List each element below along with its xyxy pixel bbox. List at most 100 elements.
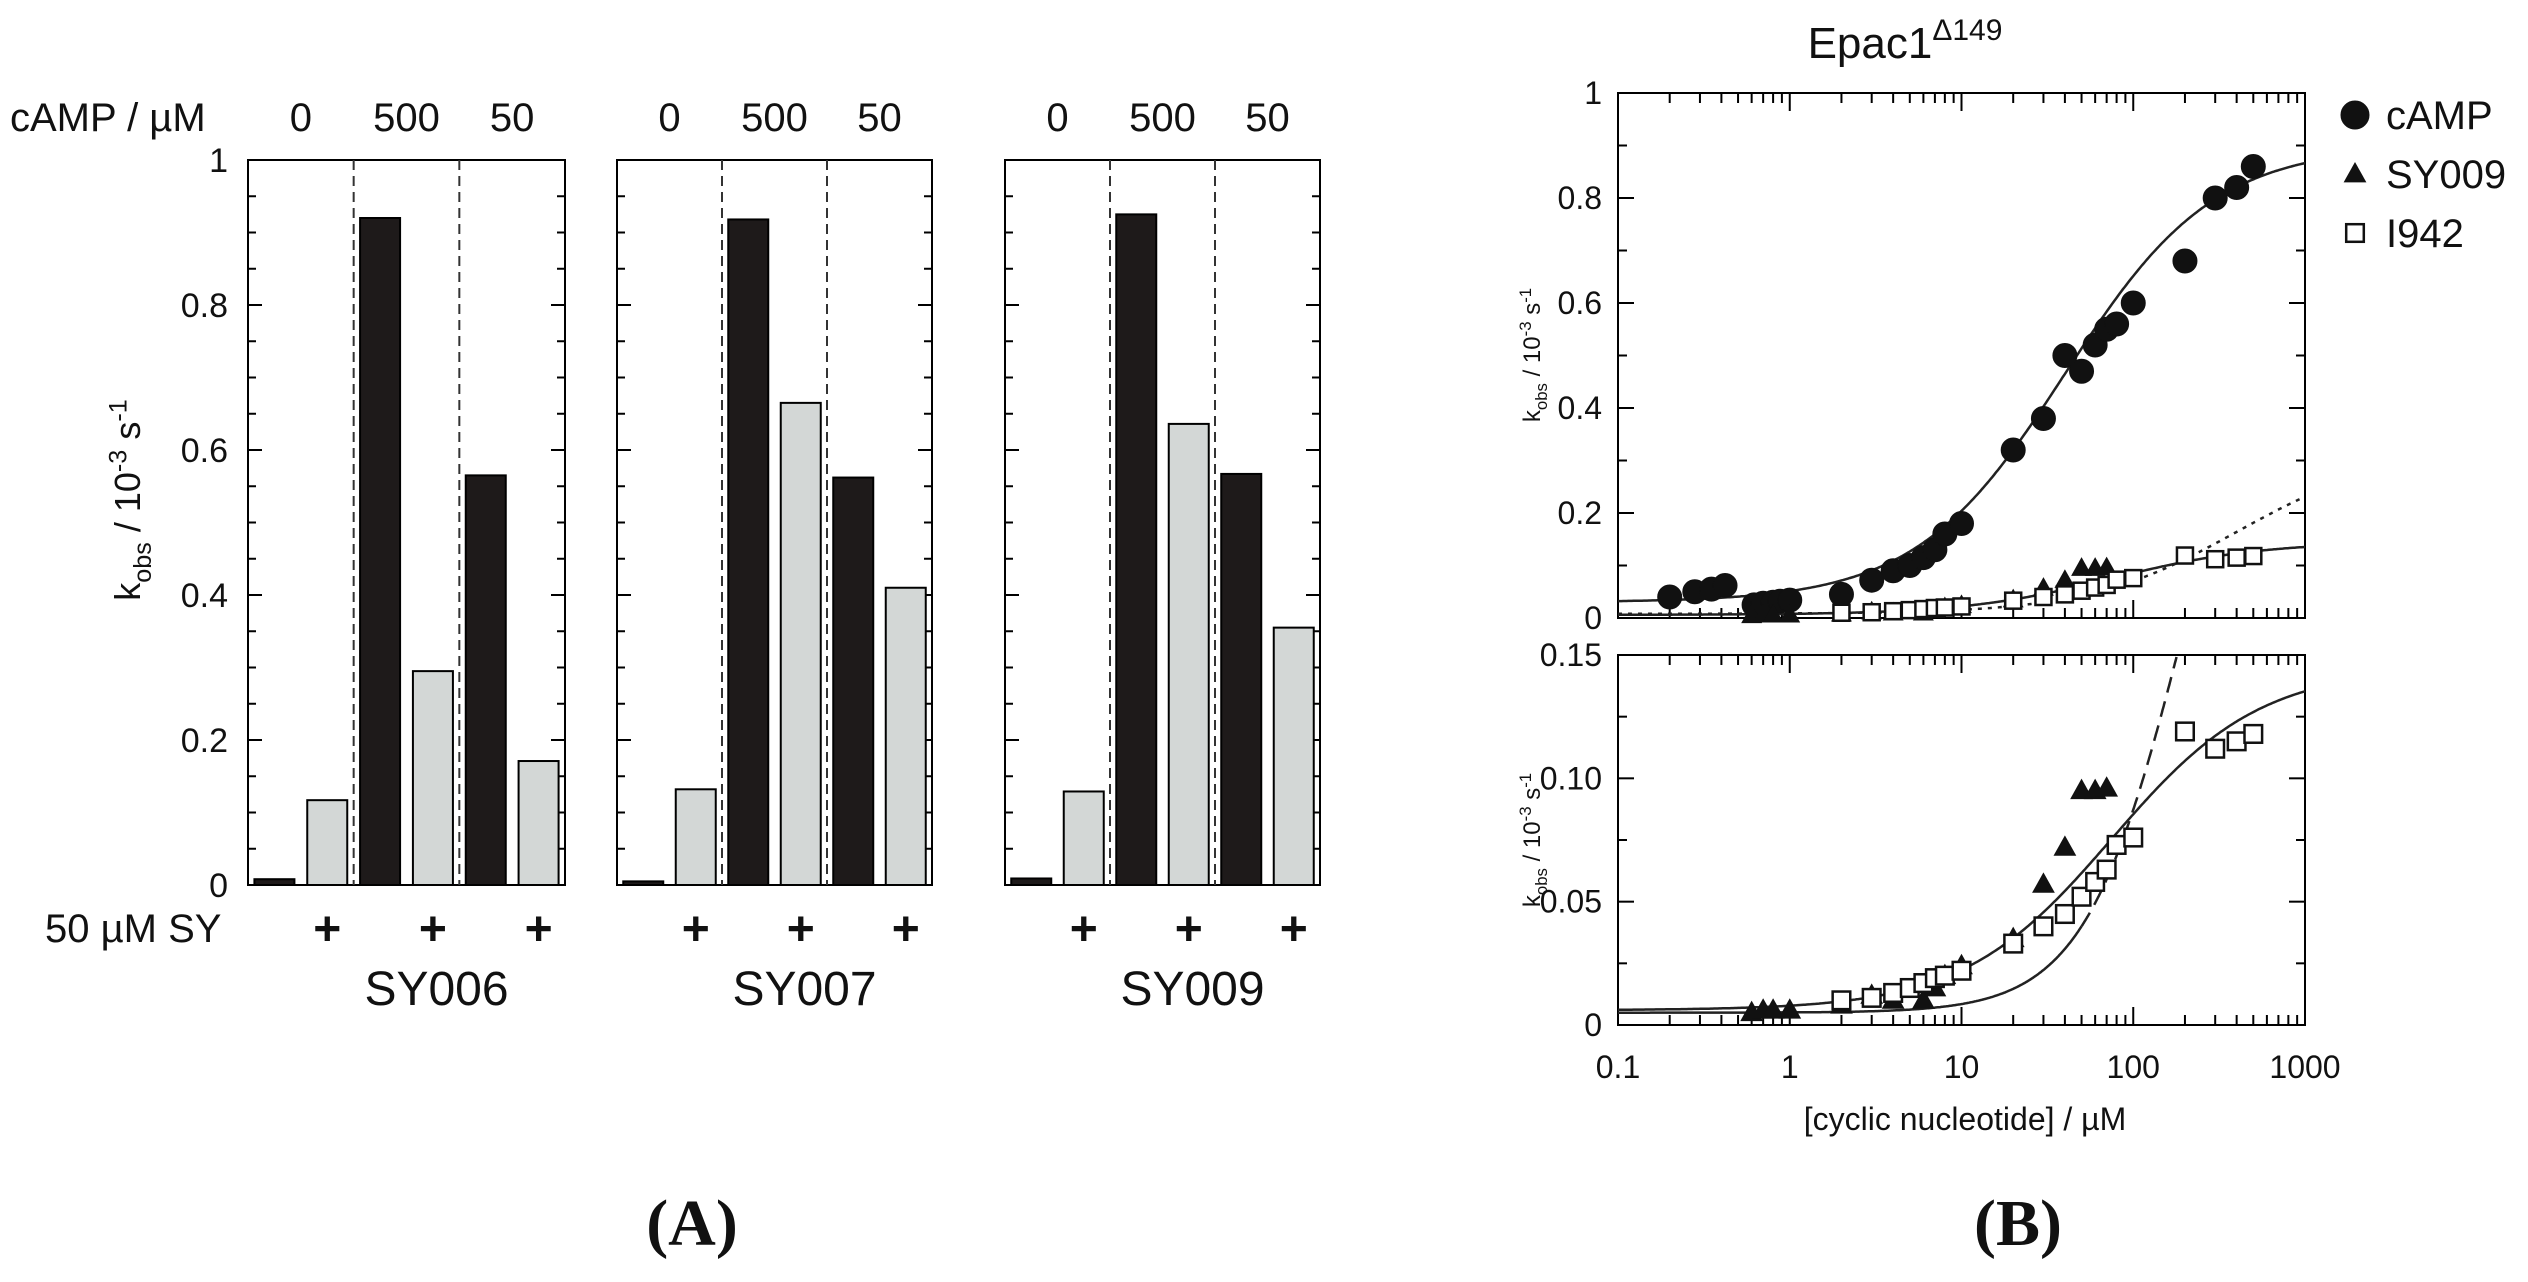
plot-frame-top	[1617, 92, 2306, 619]
bar-camp0_sy	[674, 788, 717, 886]
legend-label-i942: I942	[2386, 212, 2464, 256]
data-point-i942-top	[1832, 603, 1851, 622]
data-point-i942-bottom	[1831, 990, 1852, 1011]
data-point-i942-top	[1862, 602, 1881, 622]
data-point-camp-top	[2052, 343, 2078, 368]
data-point-i942-top	[1952, 597, 1971, 616]
x-tick-label: 0.1	[1596, 1049, 1640, 1085]
camp-level-label: 500	[741, 96, 808, 140]
sy-plus-marker: +	[1070, 903, 1098, 956]
sy-plus-marker: +	[892, 903, 920, 956]
sy-plus-marker: +	[1175, 903, 1203, 956]
y-tick-label-bottom: 0	[1584, 1007, 1602, 1043]
data-point-camp-top	[2000, 437, 2026, 463]
camp-level-label: 0	[290, 96, 312, 140]
legend-label-sy009: SY009	[2386, 153, 2506, 197]
x-tick-label: 1000	[2269, 1049, 2340, 1085]
camp-level-label: 500	[1129, 96, 1196, 140]
data-point-sy009-bottom	[1911, 988, 1935, 1009]
sy-plus-marker: +	[1280, 903, 1308, 956]
panel-label-b: (B)	[1974, 1187, 2062, 1260]
data-point-camp-top	[1859, 567, 1885, 593]
data-point-i942-top	[1935, 598, 1955, 617]
bar-camp50_sy	[884, 586, 927, 886]
sy-plus-marker: +	[525, 903, 553, 956]
group-label-sy006: SY006	[364, 963, 508, 1016]
y-tick-label-a: 0	[209, 867, 228, 905]
data-point-i942-bottom	[2226, 731, 2247, 752]
y-tick-label-a: 1	[209, 142, 228, 180]
x-axis-label: [cyclic nucleotide] / µM	[1804, 1101, 2127, 1137]
group-label-sy009: SY009	[1120, 963, 1264, 1016]
data-point-i942-bottom	[2003, 933, 2024, 954]
x-tick-label: 100	[2107, 1049, 2160, 1085]
data-point-i942-bottom	[1951, 960, 1972, 981]
fit-curve-camp	[1618, 161, 2306, 603]
legend-label-camp: cAMP	[2386, 94, 2493, 138]
bar-camp50_sy	[517, 760, 560, 887]
data-point-sy009-bottom	[2095, 776, 2119, 797]
data-point-camp-top	[2172, 248, 2198, 274]
data-point-camp-top	[1712, 572, 1738, 598]
bar-camp50_ctrl	[464, 474, 507, 886]
y-tick-label-a: 0.6	[181, 432, 228, 470]
y-tick-label-a: 0.8	[181, 287, 228, 325]
bar-camp50_sy	[1272, 626, 1315, 886]
y-tick-label-bottom: 0.10	[1540, 760, 1602, 796]
y-tick-label-top: 0.8	[1558, 180, 1602, 216]
data-point-sy009-top	[2054, 569, 2076, 588]
data-point-i942-top	[2124, 568, 2143, 588]
data-point-camp-top	[2202, 185, 2228, 211]
data-point-i942-top	[1883, 601, 1903, 621]
data-point-i942-top	[2034, 587, 2053, 607]
y-tick-label-top: 0.6	[1558, 285, 1602, 321]
data-point-i942-top	[2244, 546, 2263, 566]
data-point-camp-top	[2030, 406, 2056, 431]
y-tick-label-top: 0.2	[1558, 495, 1602, 531]
data-point-i942-bottom	[1861, 987, 1882, 1008]
camp-level-label: 50	[490, 96, 535, 140]
sy-plus-marker: +	[313, 903, 341, 956]
bar-camp500_sy	[1167, 422, 1210, 886]
data-point-camp-top	[1949, 511, 1974, 536]
data-point-i942-top	[2055, 585, 2075, 604]
data-point-camp-top	[2069, 358, 2095, 384]
data-point-i942-bottom	[2243, 723, 2264, 744]
y-tick-label-bottom: 0.15	[1540, 637, 1602, 673]
bar-camp500_sy	[411, 670, 454, 886]
data-point-i942-bottom	[2054, 903, 2075, 925]
bar-group-sy009: 0 +500 +50 + SY009	[1004, 96, 1321, 1016]
data-point-sy009-bottom	[2053, 835, 2077, 856]
data-point-camp-top	[2120, 290, 2146, 316]
fit-curve-extrapolated-sy009	[2080, 656, 2178, 928]
y-axis-label-bottom: kobs / 10-3 s-1	[1516, 773, 1551, 907]
data-point-i942-bottom	[2071, 886, 2092, 907]
data-point-i942-bottom	[1934, 965, 1955, 986]
y-axis-label-a: kobs / 10-3 s-1	[104, 399, 157, 601]
data-point-i942-top	[2003, 591, 2023, 610]
camp-level-label: 0	[1046, 96, 1068, 140]
bar-camp500_ctrl	[1115, 213, 1158, 886]
data-point-sy009-bottom	[1761, 998, 1785, 1019]
data-point-i942-bottom	[2174, 721, 2196, 742]
y-tick-label-a: 0.4	[181, 577, 228, 615]
data-point-i942-bottom	[2096, 859, 2117, 880]
data-point-sy009-top	[1762, 603, 1784, 623]
legend-marker-camp	[2340, 100, 2370, 130]
y-tick-label-top: 0.4	[1558, 390, 1602, 426]
bar-group-sy006: 0 +500 +50 + SY006	[247, 96, 566, 1016]
group-label-sy007: SY007	[732, 963, 876, 1016]
chart-title: Epac1Δ149	[1808, 14, 2003, 68]
data-point-sy009-bottom	[2032, 872, 2055, 893]
data-point-i942-top	[2227, 548, 2246, 567]
sy-row-label: 50 µM SY	[45, 907, 221, 951]
data-point-sy009-top	[1779, 603, 1801, 623]
data-point-camp-top	[1657, 584, 1683, 610]
bar-group-sy007: 0 +500 +50 + SY007	[616, 96, 933, 1016]
x-tick-label: 10	[1944, 1049, 1980, 1085]
bar-camp0_ctrl	[1010, 877, 1053, 886]
y-tick-label-top: 1	[1584, 75, 1602, 111]
camp-row-label: cAMP / µM	[10, 96, 206, 140]
camp-level-label: 0	[658, 96, 680, 140]
